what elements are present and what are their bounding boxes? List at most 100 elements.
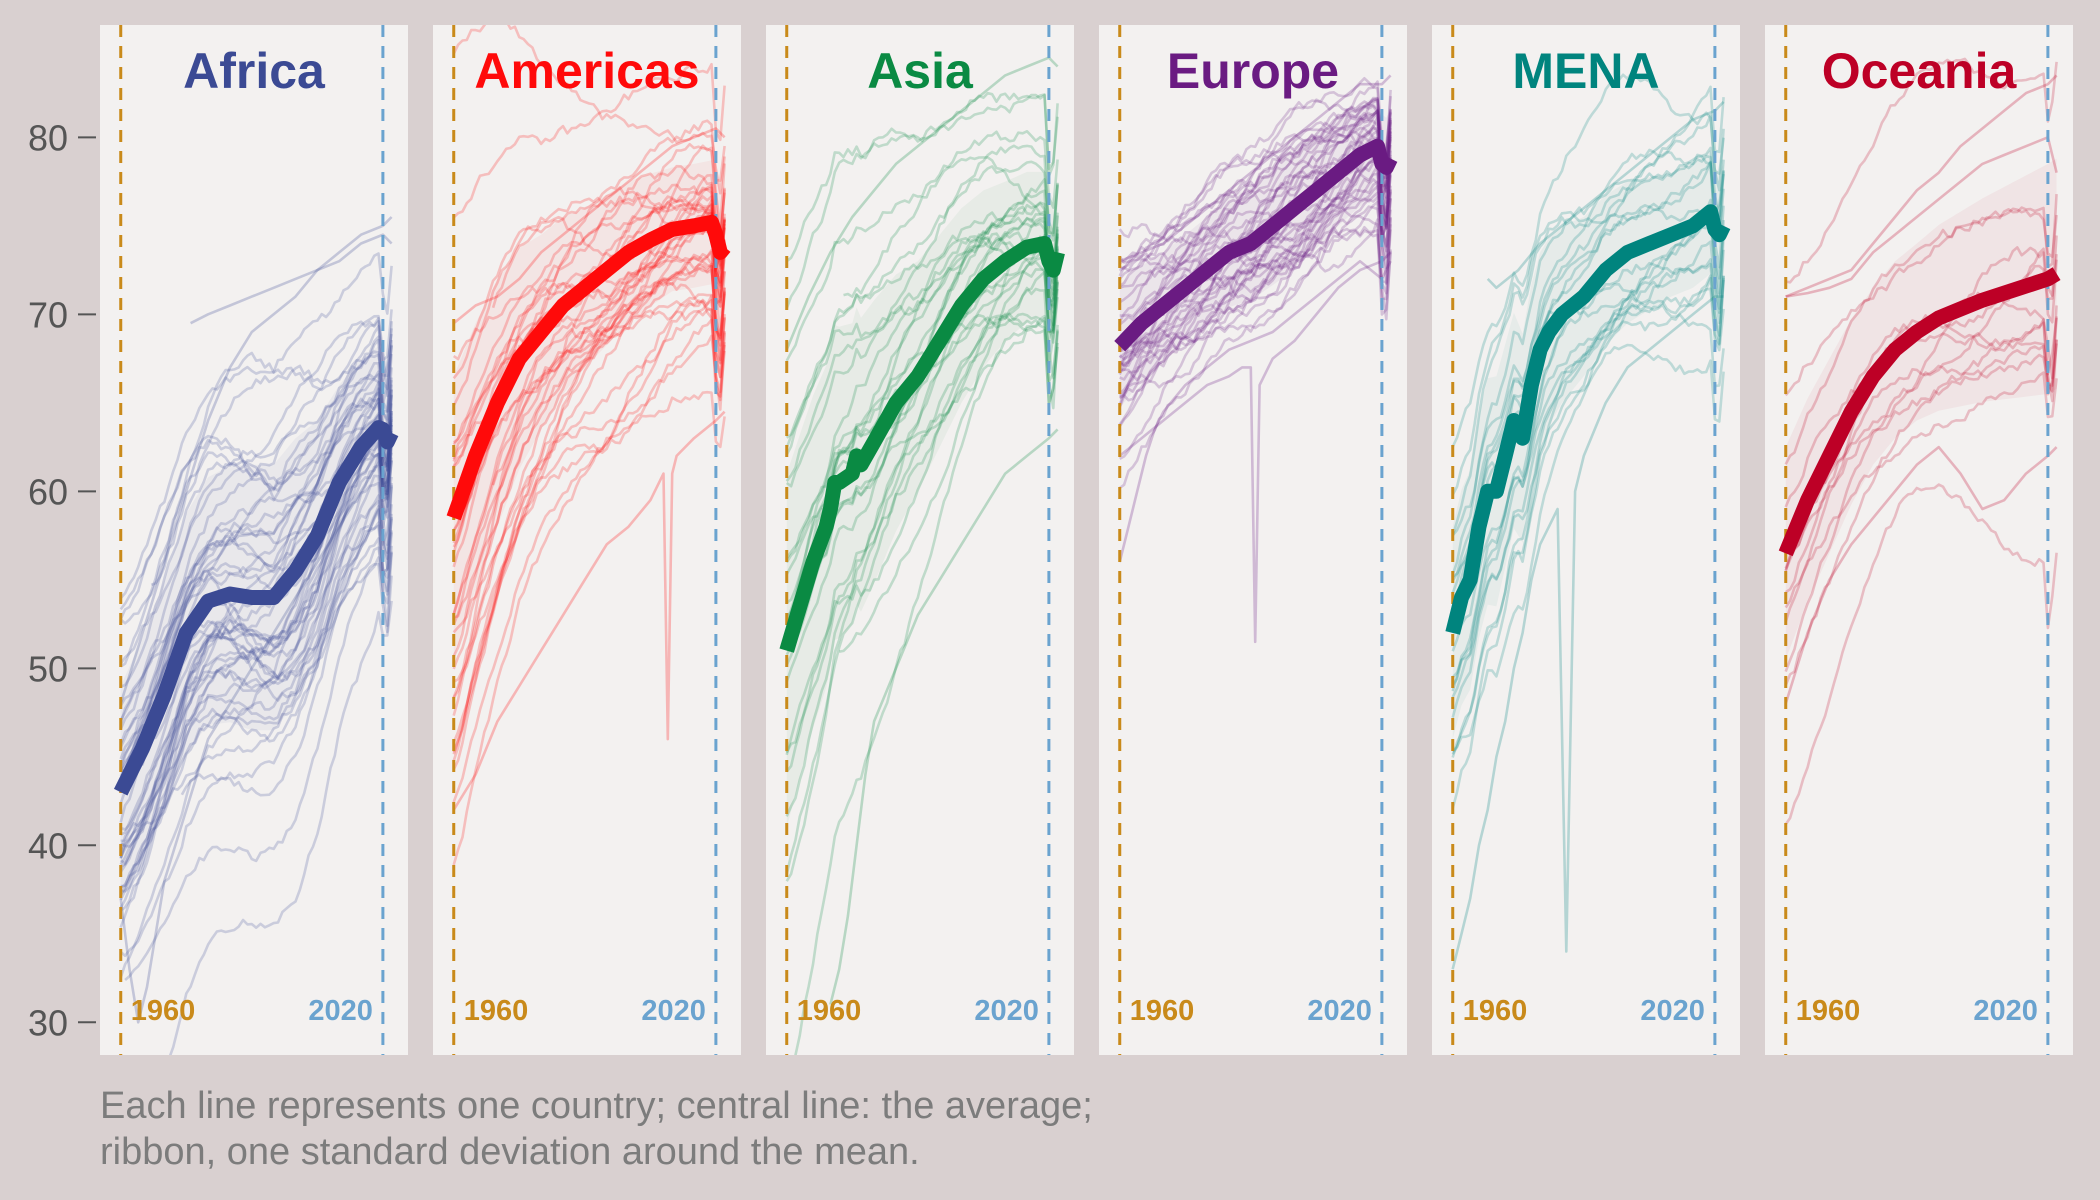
country-line-asia-1: [829, 428, 1059, 1005]
country-line-africa: [119, 387, 393, 766]
panel-background-oceania: [1765, 25, 2073, 1055]
country-line-africa: [119, 452, 393, 873]
panel-mena: 1960 2020 MENA: [1432, 25, 1740, 1055]
panel-background-europe: [1099, 25, 1407, 1055]
country-line-europe: [1118, 151, 1392, 428]
country-line-mena: [1451, 261, 1725, 692]
country-line-europe: [1131, 226, 1392, 351]
mean-line-africa: [113, 420, 399, 796]
country-line-americas: [452, 318, 726, 771]
country-line-americas: [453, 308, 726, 684]
country-line-africa: [119, 546, 393, 745]
country-line-mena: [1451, 343, 1725, 753]
mean-line-americas: [446, 214, 731, 521]
y-tick-label-30: 30: [28, 1002, 68, 1043]
country-line-africa: [119, 422, 393, 928]
y-tick-label-80: 80: [28, 117, 68, 158]
country-line-africa: [120, 494, 393, 843]
country-line-europe: [1119, 104, 1392, 402]
country-line-oceania: [1784, 194, 2058, 465]
country-line-oceania-0: [1785, 74, 2058, 298]
country-line-africa: [119, 373, 393, 620]
country-line-europe: [1119, 191, 1392, 353]
country-line-americas: [452, 183, 726, 625]
country-line-europe: [1119, 164, 1392, 460]
country-line-mena: [1451, 240, 1725, 686]
country-line-africa: [119, 508, 393, 896]
country-line-africa: [119, 376, 393, 724]
country-line-americas: [452, 225, 726, 657]
mean-line-mena: [1445, 204, 1731, 635]
country-line-africa: [119, 474, 393, 859]
mean-line-asia: [779, 236, 1065, 653]
ref-label-2020-oceania: 2020: [1973, 995, 2038, 1027]
country-line-europe: [1118, 111, 1392, 353]
country-line-americas: [452, 164, 726, 361]
country-line-oceania: [1784, 246, 2058, 569]
country-line-europe: [1118, 172, 1392, 366]
y-tick-label-60: 60: [28, 471, 68, 512]
country-line-americas: [452, 264, 726, 744]
country-line-oceania: [1785, 57, 2058, 284]
country-line-asia: [785, 216, 1059, 482]
country-line-americas: [452, 299, 726, 753]
country-line-mena: [1451, 160, 1725, 496]
country-line-europe: [1118, 109, 1392, 277]
country-line-africa: [120, 443, 393, 893]
country-line-europe: [1119, 150, 1392, 381]
country-line-oceania-1: [1785, 136, 2058, 298]
panel-title-mena: MENA: [1512, 43, 1659, 99]
country-line-americas: [452, 194, 726, 380]
country-line-oceania: [1784, 371, 2058, 609]
country-line-mena-1: [1486, 100, 1725, 290]
panel-africa: 1960 2020 Africa: [100, 25, 408, 1055]
country-line-americas: [452, 201, 726, 444]
panel-asia: 1960 2020 Asia: [766, 25, 1074, 1055]
ref-label-1960-africa: 1960: [131, 995, 196, 1027]
country-line-mena: [1451, 71, 1725, 448]
country-line-africa: [119, 338, 393, 730]
country-line-asia: [785, 213, 1059, 817]
country-line-oceania: [1784, 339, 2058, 572]
country-line-mena: [1451, 212, 1725, 652]
country-line-americas: [452, 62, 726, 219]
country-line-africa: [119, 397, 393, 707]
country-line-africa: [150, 309, 393, 587]
panel-oceania: 1960 2020 Oceania: [1765, 25, 2073, 1055]
country-line-asia: [838, 249, 1059, 653]
panel-background-americas: [433, 25, 741, 1055]
panel-background-africa: [100, 25, 408, 1055]
country-line-europe: [1118, 103, 1392, 304]
country-line-europe-0: [1118, 259, 1392, 563]
country-line-europe: [1118, 196, 1392, 490]
country-line-africa-2: [119, 420, 393, 1024]
panel-title-americas: Americas: [474, 43, 699, 99]
country-line-mena: [1451, 114, 1725, 582]
country-line-mena: [1451, 198, 1725, 612]
sd-ribbon-americas: [453, 160, 725, 660]
country-line-americas: [452, 294, 726, 699]
country-line-asia: [785, 93, 1059, 310]
country-line-oceania-2: [1784, 445, 2058, 705]
sd-ribbon-africa: [120, 346, 392, 899]
country-line-asia: [785, 270, 1059, 875]
country-line-mena: [1451, 146, 1725, 579]
country-line-americas: [452, 279, 726, 634]
country-line-europe: [1118, 142, 1392, 359]
ref-label-1960-asia: 1960: [797, 995, 862, 1027]
country-line-oceania: [1784, 207, 2058, 397]
country-line-europe: [1118, 180, 1392, 426]
caption: Each line represents one country; centra…: [100, 1083, 1093, 1175]
country-line-africa: [120, 418, 393, 888]
country-line-africa: [124, 551, 393, 981]
country-line-europe: [1118, 205, 1392, 375]
country-line-americas: [452, 334, 726, 698]
country-line-mena: [1451, 155, 1725, 575]
country-line-europe: [1119, 136, 1392, 367]
panel-title-oceania: Oceania: [1822, 43, 2018, 99]
country-line-africa: [119, 350, 393, 772]
country-line-europe: [1118, 160, 1392, 408]
country-line-africa: [119, 452, 393, 865]
country-line-oceania: [1784, 483, 2058, 826]
country-line-asia: [785, 160, 1059, 456]
